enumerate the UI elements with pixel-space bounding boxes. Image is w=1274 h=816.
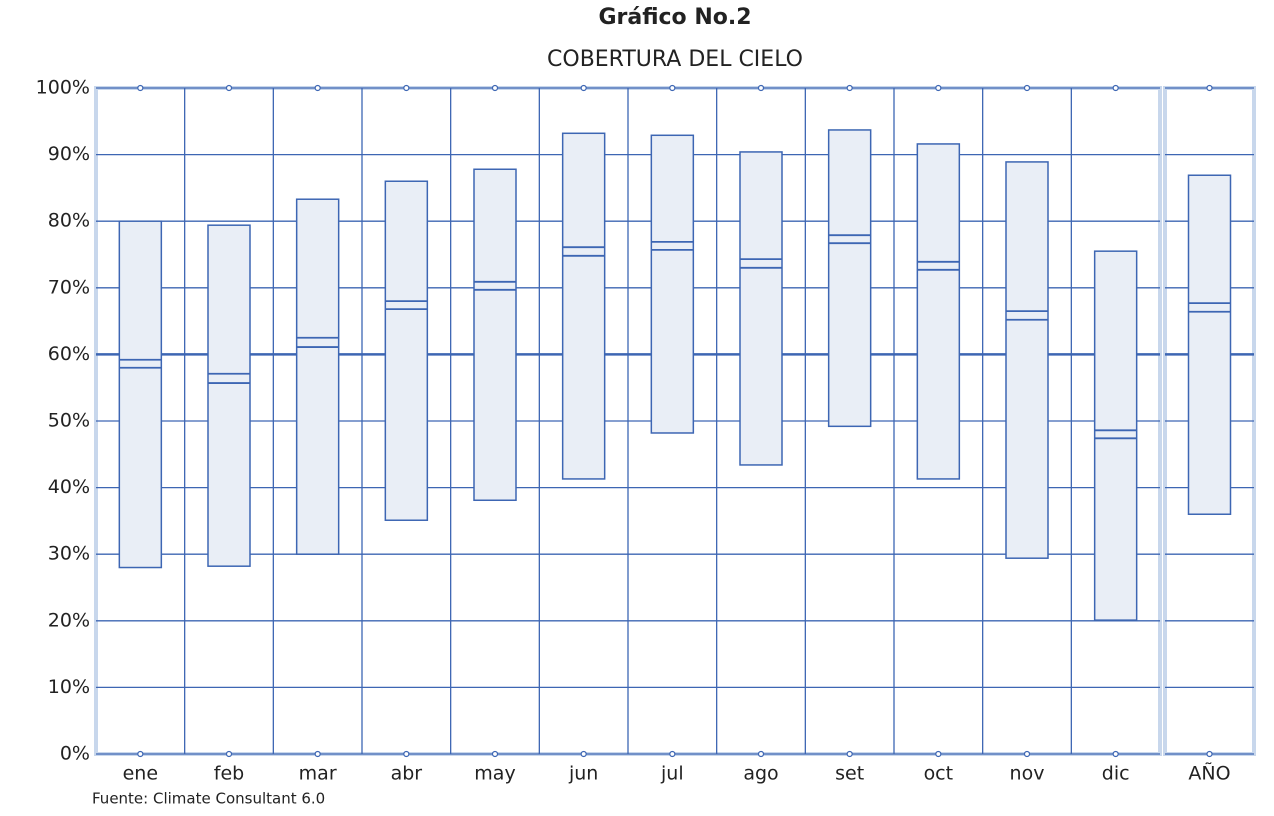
x-tick-label: AÑO: [1188, 762, 1230, 785]
min-marker: [757, 750, 765, 758]
y-tick-label: 70%: [48, 276, 90, 298]
max-marker: [846, 84, 853, 92]
x-tick-label: ene: [123, 763, 158, 785]
y-tick-label: 90%: [48, 143, 90, 165]
box: [1187, 174, 1232, 515]
max-marker: [935, 84, 942, 92]
max-marker: [403, 84, 410, 92]
max-marker: [757, 84, 765, 92]
min-marker: [1206, 750, 1213, 758]
x-tick-label: set: [835, 763, 864, 785]
box: [1093, 250, 1138, 621]
y-tick-label: 60%: [48, 343, 90, 365]
max-marker: [225, 84, 233, 92]
max-marker: [580, 84, 587, 92]
min-marker: [403, 750, 410, 758]
max-marker: [1206, 84, 1213, 92]
max-marker: [137, 84, 144, 92]
x-tick-label: jun: [568, 763, 598, 785]
y-tick-label: 20%: [48, 609, 90, 631]
chart-title: Gráfico No.2: [598, 5, 751, 30]
box: [739, 151, 783, 466]
min-marker: [137, 750, 144, 758]
box: [1005, 161, 1049, 559]
max-marker: [1112, 84, 1119, 92]
y-tick-label: 50%: [48, 410, 90, 432]
y-tick-label: 40%: [48, 476, 90, 498]
x-tick-label: abr: [391, 763, 423, 785]
max-marker: [1023, 84, 1031, 92]
box: [295, 198, 340, 555]
min-marker: [225, 750, 233, 758]
min-marker: [846, 750, 853, 758]
max-marker: [669, 84, 676, 92]
min-marker: [935, 750, 942, 758]
box: [650, 134, 695, 434]
min-marker: [1112, 750, 1119, 758]
x-tick-label: mar: [299, 763, 337, 785]
x-tick-label: feb: [214, 763, 244, 785]
y-tick-label: 30%: [48, 543, 90, 565]
box: [827, 129, 872, 428]
min-marker: [580, 750, 587, 758]
min-marker: [1023, 750, 1031, 758]
box: [207, 224, 251, 567]
source-note: Fuente: Climate Consultant 6.0: [92, 790, 325, 808]
x-tick-label: may: [474, 763, 515, 785]
x-tick-label: nov: [1010, 763, 1045, 785]
x-tick-label: jul: [660, 763, 684, 785]
y-tick-label: 10%: [48, 676, 90, 698]
x-tick-label: dic: [1102, 763, 1130, 785]
min-marker: [314, 750, 321, 758]
box: [118, 220, 163, 569]
y-tick-label: 100%: [36, 77, 90, 99]
x-tick-label: oct: [924, 763, 954, 785]
box: [561, 132, 606, 480]
max-marker: [491, 84, 499, 92]
y-tick-label: 0%: [60, 743, 90, 765]
y-tick-label: 80%: [48, 210, 90, 232]
max-marker: [314, 84, 321, 92]
box: [473, 168, 517, 502]
min-marker: [491, 750, 499, 758]
chart-subtitle: COBERTURA DEL CIELO: [547, 47, 803, 72]
min-marker: [669, 750, 676, 758]
box: [916, 143, 961, 480]
x-tick-label: ago: [743, 763, 778, 785]
box: [384, 180, 429, 521]
